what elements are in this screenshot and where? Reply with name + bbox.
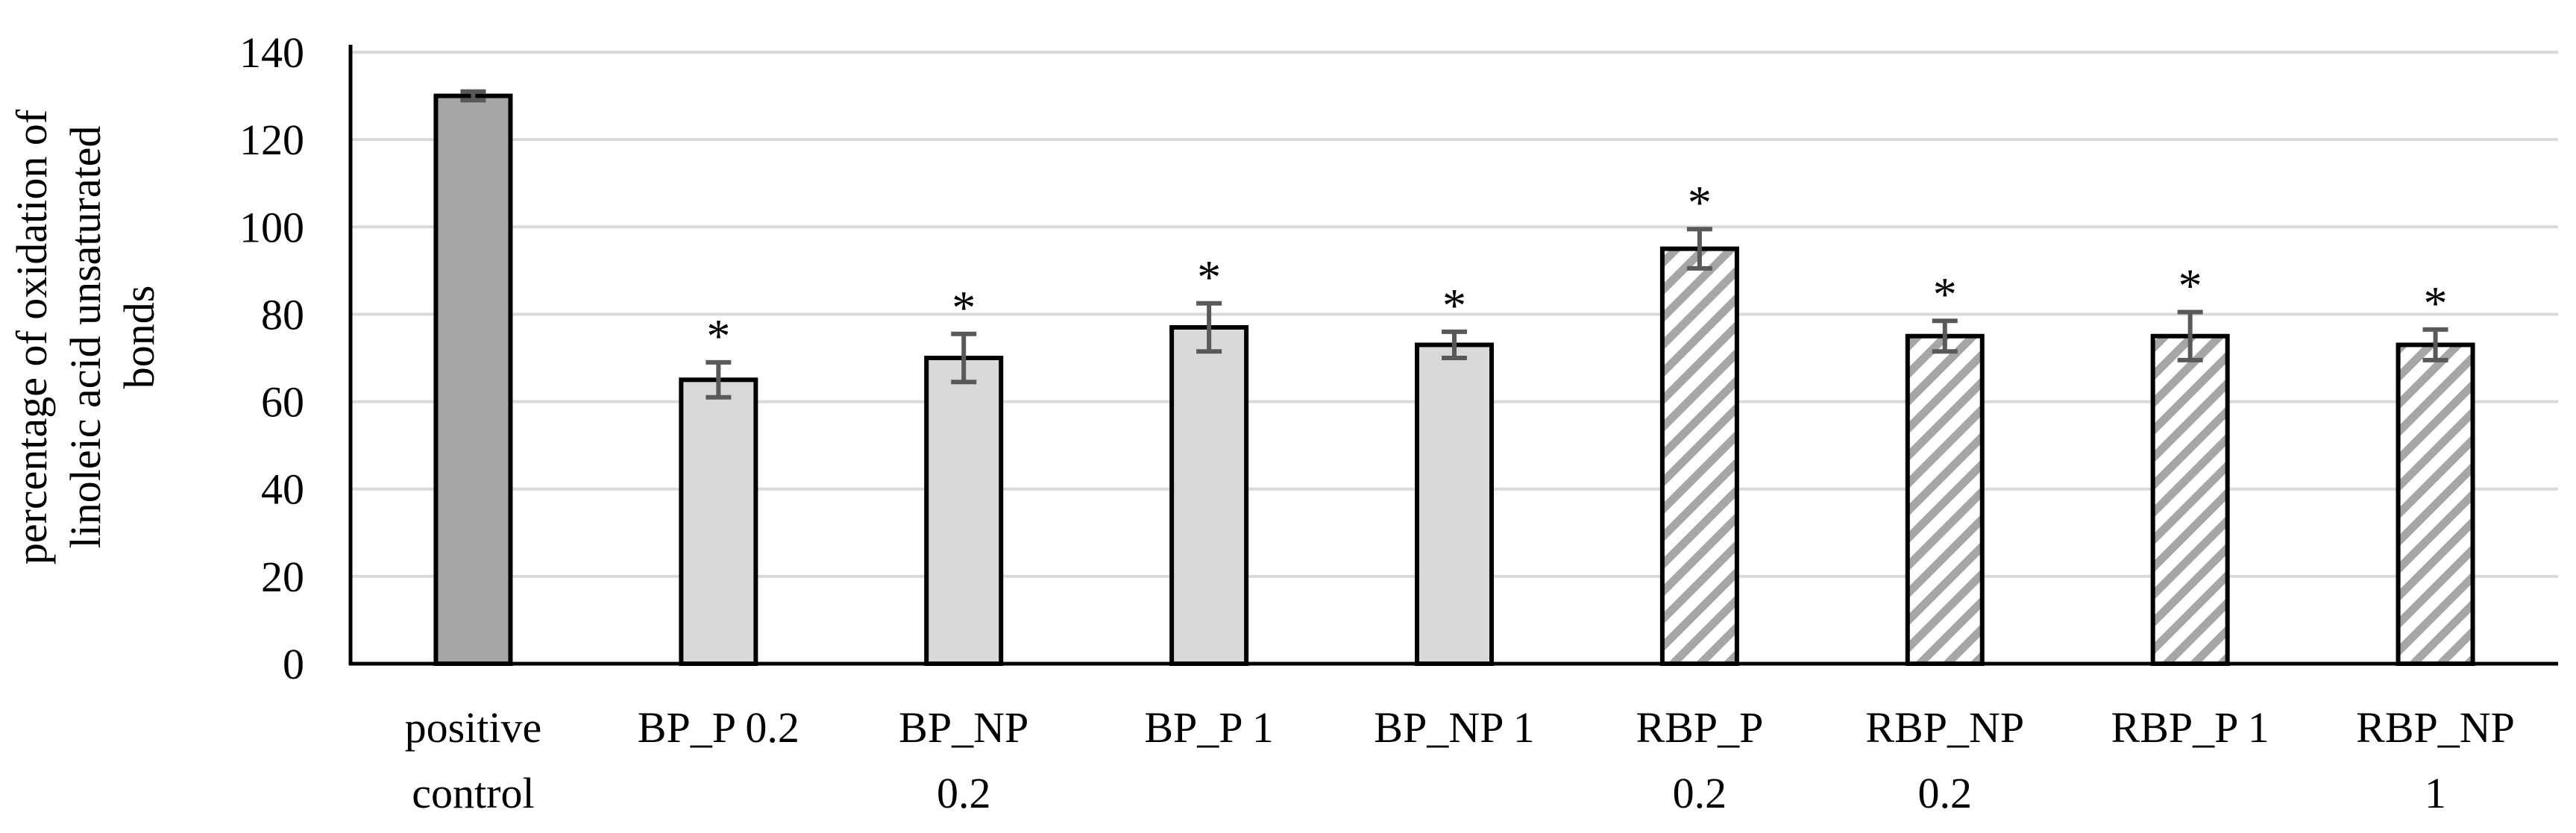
y-axis-tick-labels: 0 20 40 60 80 100 120 140 <box>239 28 304 688</box>
x-axis-category-labels: positive control BP_P 0.2 BP_NP 0.2 BP_P 1 BP_… <box>405 703 2515 817</box>
bar <box>1169 325 1249 666</box>
error-bar <box>951 331 977 385</box>
bar <box>433 93 513 667</box>
y-tick-label: 100 <box>239 203 304 251</box>
bar <box>2396 342 2475 666</box>
bar <box>2150 333 2230 666</box>
y-axis-title-line: linoleic acid unsaturated <box>61 126 110 549</box>
significance-marker: * <box>2178 260 2202 312</box>
bar <box>924 356 1004 666</box>
y-tick-label: 40 <box>261 465 304 514</box>
bars: * * * * * * * * <box>433 89 2475 667</box>
error-bar <box>1932 318 1958 354</box>
error-bar <box>1686 227 1712 271</box>
x-category-label: RBP_NP <box>2356 703 2515 752</box>
significance-marker: * <box>1688 176 1712 229</box>
y-tick-label: 120 <box>239 116 304 164</box>
significance-marker: * <box>952 281 976 334</box>
x-category-label: RBP_P <box>1636 703 1763 752</box>
x-category-label: 0.2 <box>1918 769 1973 817</box>
bar <box>1659 246 1739 667</box>
x-category-label: BP_NP 1 <box>1374 703 1534 752</box>
x-category-label: 0.2 <box>937 769 991 817</box>
x-category-label: positive <box>405 703 542 752</box>
x-category-label: 1 <box>2425 769 2446 817</box>
y-tick-label: 60 <box>261 378 304 427</box>
significance-marker: * <box>1197 251 1221 304</box>
y-axis-title: percentage of oxidation of linoleic acid … <box>7 109 163 565</box>
y-tick-label: 140 <box>239 28 304 77</box>
error-bar <box>706 359 732 400</box>
error-bar <box>2177 309 2203 362</box>
significance-marker: * <box>1933 268 1957 321</box>
bar <box>679 377 758 666</box>
error-bar <box>2422 327 2448 362</box>
significance-marker: * <box>706 309 730 362</box>
y-axis-title-group: percentage of oxidation of linoleic acid … <box>7 109 163 565</box>
x-category-label: 0.2 <box>1673 769 1727 817</box>
x-category-label: RBP_NP <box>1865 703 2024 752</box>
x-category-label: BP_P 1 <box>1144 703 1274 752</box>
y-axis-title-line: bonds <box>115 286 163 389</box>
y-tick-label: 80 <box>261 290 304 339</box>
x-category-label: BP_P 0.2 <box>638 703 799 752</box>
significance-marker: * <box>2424 277 2448 330</box>
y-tick-label: 0 <box>283 640 304 688</box>
x-category-label: BP_NP <box>899 703 1028 752</box>
y-tick-label: 20 <box>261 553 304 601</box>
error-bar <box>1196 301 1222 354</box>
axes <box>348 45 2558 666</box>
x-category-label: RBP_P 1 <box>2111 703 2269 752</box>
y-axis-title-line: percentage of oxidation of <box>7 109 56 565</box>
significance-marker: * <box>1442 279 1466 332</box>
error-bar <box>460 89 486 103</box>
bar <box>1415 342 1494 666</box>
x-category-label: control <box>412 769 534 817</box>
error-bar <box>1442 329 1467 360</box>
bar <box>1905 333 1985 666</box>
